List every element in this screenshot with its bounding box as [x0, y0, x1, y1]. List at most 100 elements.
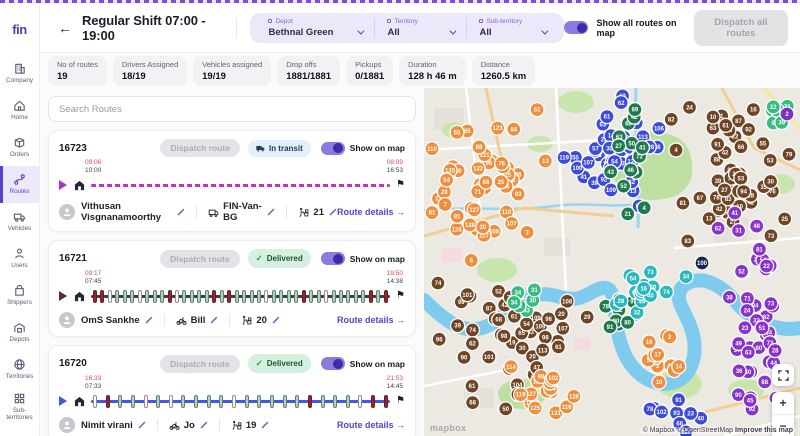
map-marker[interactable]: 41 [634, 139, 651, 156]
map-marker[interactable]: 102 [545, 370, 561, 386]
sidebar-item-company[interactable]: Company [0, 55, 39, 92]
map-marker[interactable]: 92 [740, 121, 757, 138]
map-marker[interactable]: 101 [459, 287, 475, 303]
route-stop[interactable] [219, 289, 224, 303]
map-marker[interactable]: 73 [763, 228, 779, 244]
route-details-link[interactable]: Route details → [336, 207, 405, 217]
play-route-button[interactable] [59, 291, 67, 301]
route-stop[interactable] [130, 394, 135, 408]
improve-map-link[interactable]: Improve this map [735, 427, 793, 434]
map-marker[interactable]: 81 [675, 195, 691, 211]
route-stop[interactable] [295, 394, 300, 408]
route-stop[interactable] [279, 289, 284, 303]
route-stop[interactable] [143, 394, 148, 408]
edit-vehicle-icon[interactable] [200, 421, 208, 429]
map-marker[interactable]: 54 [518, 316, 535, 332]
map-marker[interactable]: 48 [749, 218, 765, 234]
territory-filter[interactable]: Territory All [374, 17, 466, 38]
route-stop[interactable] [182, 289, 187, 303]
map-marker[interactable]: 81 [751, 241, 768, 257]
map-marker[interactable]: 91 [670, 392, 687, 408]
map-marker[interactable]: 39 [449, 317, 466, 334]
route-stop[interactable] [294, 289, 299, 303]
map-marker[interactable]: 68 [478, 174, 494, 190]
route-stop[interactable] [118, 394, 123, 408]
map-marker[interactable]: 88 [471, 139, 487, 155]
route-stop[interactable] [371, 394, 376, 408]
edit-drops-icon[interactable] [272, 316, 280, 324]
sidebar-item-partial[interactable] [0, 425, 39, 436]
map-marker[interactable]: 78 [642, 401, 658, 417]
map-marker[interactable]: 53 [733, 170, 749, 186]
show-all-routes-toggle[interactable] [564, 21, 589, 34]
map-marker[interactable]: 73 [763, 295, 779, 312]
sub-territory-filter[interactable]: Sub-territory All [466, 17, 558, 38]
route-stop[interactable] [115, 289, 120, 303]
route-stop[interactable] [167, 289, 172, 303]
sidebar-item-depots[interactable]: Depots [0, 314, 39, 351]
map-marker[interactable]: 62 [613, 95, 629, 111]
map-marker[interactable]: 38 [721, 289, 738, 305]
back-arrow-icon[interactable]: ← [58, 19, 72, 36]
map-marker[interactable]: 96 [431, 331, 447, 347]
map-marker[interactable]: 24 [681, 99, 698, 116]
map-marker[interactable]: 74 [430, 275, 446, 291]
route-stop[interactable] [122, 289, 127, 303]
map-marker[interactable]: 22 [758, 258, 775, 274]
route-stop[interactable] [93, 289, 97, 303]
route-stop[interactable] [107, 289, 112, 303]
map-marker[interactable]: 108 [559, 293, 575, 309]
route-stop[interactable] [227, 289, 232, 303]
map-marker[interactable]: 2 [662, 329, 678, 345]
map-marker[interactable]: 21 [620, 206, 636, 222]
show-on-map-toggle[interactable] [320, 141, 345, 155]
edit-driver-icon[interactable] [138, 421, 146, 429]
map-marker[interactable]: 20 [553, 306, 570, 322]
map-marker[interactable]: 122 [470, 160, 486, 177]
route-stop[interactable] [168, 394, 173, 408]
map-marker[interactable]: 3 [519, 224, 535, 240]
map-marker[interactable]: 54 [438, 172, 455, 188]
sidebar-item-sub-territories[interactable]: Sub-territories [0, 388, 39, 425]
map-marker[interactable]: 55 [449, 124, 465, 141]
map-marker[interactable]: 128 [462, 217, 478, 233]
sidebar-item-routes[interactable]: Routes [0, 166, 39, 203]
sidebar-item-vehicles[interactable]: Vehicles [0, 203, 39, 240]
edit-driver-icon[interactable] [145, 316, 153, 324]
map-marker[interactable]: 22 [765, 99, 781, 115]
route-details-link[interactable]: Route details → [336, 315, 405, 325]
map-marker[interactable]: 14 [671, 358, 687, 375]
timeline-track[interactable] [91, 288, 391, 304]
map-marker[interactable]: 81 [449, 208, 465, 224]
edit-vehicle-icon[interactable] [210, 316, 218, 324]
show-on-map-toggle[interactable] [320, 357, 345, 370]
map-marker[interactable]: 94 [735, 183, 752, 200]
zoom-in-button[interactable]: + [779, 396, 787, 410]
map-marker[interactable]: 84 [506, 121, 522, 137]
map-marker[interactable]: 43 [602, 164, 619, 180]
timeline-track[interactable] [91, 177, 391, 193]
map-marker[interactable]: 109 [603, 182, 619, 198]
route-stop[interactable] [309, 289, 314, 303]
map-marker[interactable]: 41 [727, 205, 743, 221]
edit-driver-icon[interactable] [177, 208, 185, 216]
route-stop[interactable] [232, 394, 237, 408]
map-marker[interactable]: 23 [682, 405, 699, 422]
map-marker[interactable]: 107 [503, 215, 520, 232]
map-marker[interactable]: 31 [526, 282, 543, 298]
map-marker[interactable]: 49 [731, 335, 747, 352]
map-marker[interactable]: 119 [512, 386, 529, 403]
route-stop[interactable] [105, 394, 110, 408]
map-marker[interactable]: 98 [496, 328, 512, 344]
route-stop[interactable] [204, 289, 209, 303]
route-stop[interactable] [264, 289, 269, 303]
route-stop[interactable] [212, 289, 217, 303]
map-marker[interactable]: 66 [733, 139, 749, 155]
map-marker[interactable]: 16 [745, 101, 761, 118]
search-input[interactable] [48, 96, 416, 122]
show-on-map-toggle[interactable] [320, 252, 345, 265]
map-marker[interactable]: 101 [481, 349, 497, 365]
route-stop[interactable] [269, 394, 274, 408]
map-marker[interactable]: 80 [619, 314, 636, 330]
map-marker[interactable]: 107 [555, 320, 571, 336]
